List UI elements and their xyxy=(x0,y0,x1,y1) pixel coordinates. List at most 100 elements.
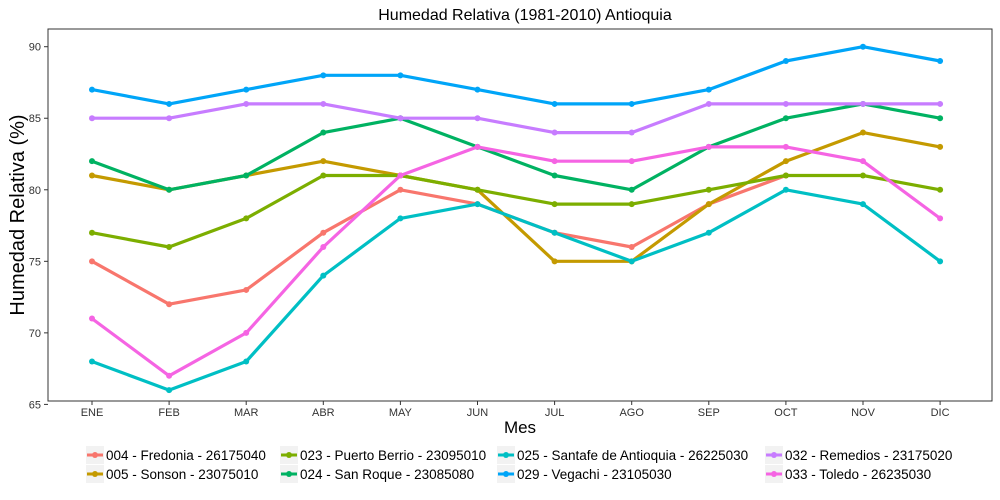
series-point-8 xyxy=(320,244,327,251)
series-point-7 xyxy=(628,129,635,136)
series-point-5 xyxy=(628,258,635,265)
series-point-2 xyxy=(705,201,712,208)
series-point-7 xyxy=(320,100,327,107)
series-point-5 xyxy=(243,358,250,365)
series-point-4 xyxy=(628,186,635,193)
legend-label: 024 - San Roque - 23085080 xyxy=(300,467,474,482)
series-point-6 xyxy=(474,86,481,93)
series-point-3 xyxy=(628,201,635,208)
series-point-6 xyxy=(860,43,866,50)
legend-label: 033 - Toledo - 26235030 xyxy=(785,467,931,482)
series-point-6 xyxy=(937,58,944,65)
legend-key-point xyxy=(286,452,292,458)
series-point-6 xyxy=(89,86,95,93)
series-point-4 xyxy=(551,172,558,179)
x-tick-label: ENE xyxy=(81,407,104,419)
series-point-2 xyxy=(782,158,789,165)
series-point-8 xyxy=(243,329,250,336)
series-point-4 xyxy=(243,172,250,179)
legend-key-point xyxy=(771,452,777,458)
x-tick-label: MAY xyxy=(389,407,413,419)
legend-key-point xyxy=(503,452,509,458)
series-point-6 xyxy=(166,100,173,107)
series-line-6 xyxy=(90,45,942,106)
series-point-8 xyxy=(937,215,944,222)
legend-label: 029 - Vegachi - 23105030 xyxy=(517,467,672,482)
series-point-1 xyxy=(243,286,250,293)
x-tick-label: FEB xyxy=(158,407,179,419)
x-tick-label: OCT xyxy=(774,407,798,419)
series-point-4 xyxy=(89,158,95,165)
series-point-7 xyxy=(243,100,250,107)
series-point-6 xyxy=(782,58,789,65)
series-point-3 xyxy=(860,172,866,179)
series-point-6 xyxy=(705,86,712,93)
series-point-3 xyxy=(551,201,558,208)
series-point-8 xyxy=(782,143,789,150)
series-line-8 xyxy=(90,145,942,378)
chart-title: Humedad Relativa (1981-2010) Antioquia xyxy=(378,7,672,24)
legend-key-point xyxy=(771,471,777,477)
series-point-1 xyxy=(89,258,95,265)
x-tick-label: JUL xyxy=(545,407,565,419)
series-point-5 xyxy=(89,358,95,365)
series-point-8 xyxy=(628,158,635,165)
series-point-5 xyxy=(860,201,866,208)
legend-key-point xyxy=(92,471,98,477)
series-line-1 xyxy=(90,173,788,306)
series-point-7 xyxy=(397,115,404,122)
series-point-7 xyxy=(860,100,866,107)
series-point-5 xyxy=(320,272,327,279)
series-point-3 xyxy=(782,172,789,179)
series-point-8 xyxy=(166,372,173,379)
series-line-4 xyxy=(90,102,942,192)
series-point-6 xyxy=(551,100,558,107)
series-point-3 xyxy=(320,172,327,179)
series-point-4 xyxy=(166,186,173,193)
series-point-8 xyxy=(860,158,866,165)
series-point-5 xyxy=(397,215,404,222)
legend-label: 025 - Santafe de Antioquia - 26225030 xyxy=(517,448,748,463)
plot-panel xyxy=(47,28,993,402)
series-point-6 xyxy=(320,72,327,79)
series-point-7 xyxy=(166,115,173,122)
series-point-5 xyxy=(166,387,173,394)
series-point-7 xyxy=(782,100,789,107)
series-line-3 xyxy=(90,173,942,249)
series-point-4 xyxy=(937,115,944,122)
series-point-7 xyxy=(474,115,481,122)
series-point-3 xyxy=(474,186,481,193)
series-line-5 xyxy=(90,188,942,392)
x-tick-label: NOV xyxy=(851,407,876,419)
y-axis-label: Humedad Relativa (%) xyxy=(7,114,29,315)
series-point-5 xyxy=(937,258,944,265)
legend-label: 023 - Puerto Berrio - 23095010 xyxy=(300,448,486,463)
series-point-1 xyxy=(166,301,173,308)
x-axis-label: Mes xyxy=(504,418,536,437)
x-tick-label: JUN xyxy=(467,407,488,419)
series-point-7 xyxy=(937,100,944,107)
legend-label: 004 - Fredonia - 26175040 xyxy=(106,448,266,463)
series-point-3 xyxy=(705,186,712,193)
series-point-6 xyxy=(397,72,404,79)
series-point-2 xyxy=(937,143,944,150)
series-point-1 xyxy=(320,229,327,236)
series-point-7 xyxy=(705,100,712,107)
legend-label: 005 - Sonson - 23075010 xyxy=(106,467,258,482)
series-point-8 xyxy=(705,143,712,150)
y-tick-label: 65 xyxy=(29,399,41,411)
y-tick-label: 80 xyxy=(29,185,41,197)
series-point-8 xyxy=(397,172,404,179)
series-point-7 xyxy=(89,115,95,122)
series-point-6 xyxy=(628,100,635,107)
series-point-8 xyxy=(551,158,558,165)
series-point-1 xyxy=(397,186,404,193)
series-point-4 xyxy=(782,115,789,122)
series-point-2 xyxy=(89,172,95,179)
y-tick-label: 70 xyxy=(29,328,41,340)
x-tick-label: SEP xyxy=(698,407,720,419)
series-point-8 xyxy=(474,143,481,150)
series-point-5 xyxy=(551,229,558,236)
series-point-5 xyxy=(474,201,481,208)
